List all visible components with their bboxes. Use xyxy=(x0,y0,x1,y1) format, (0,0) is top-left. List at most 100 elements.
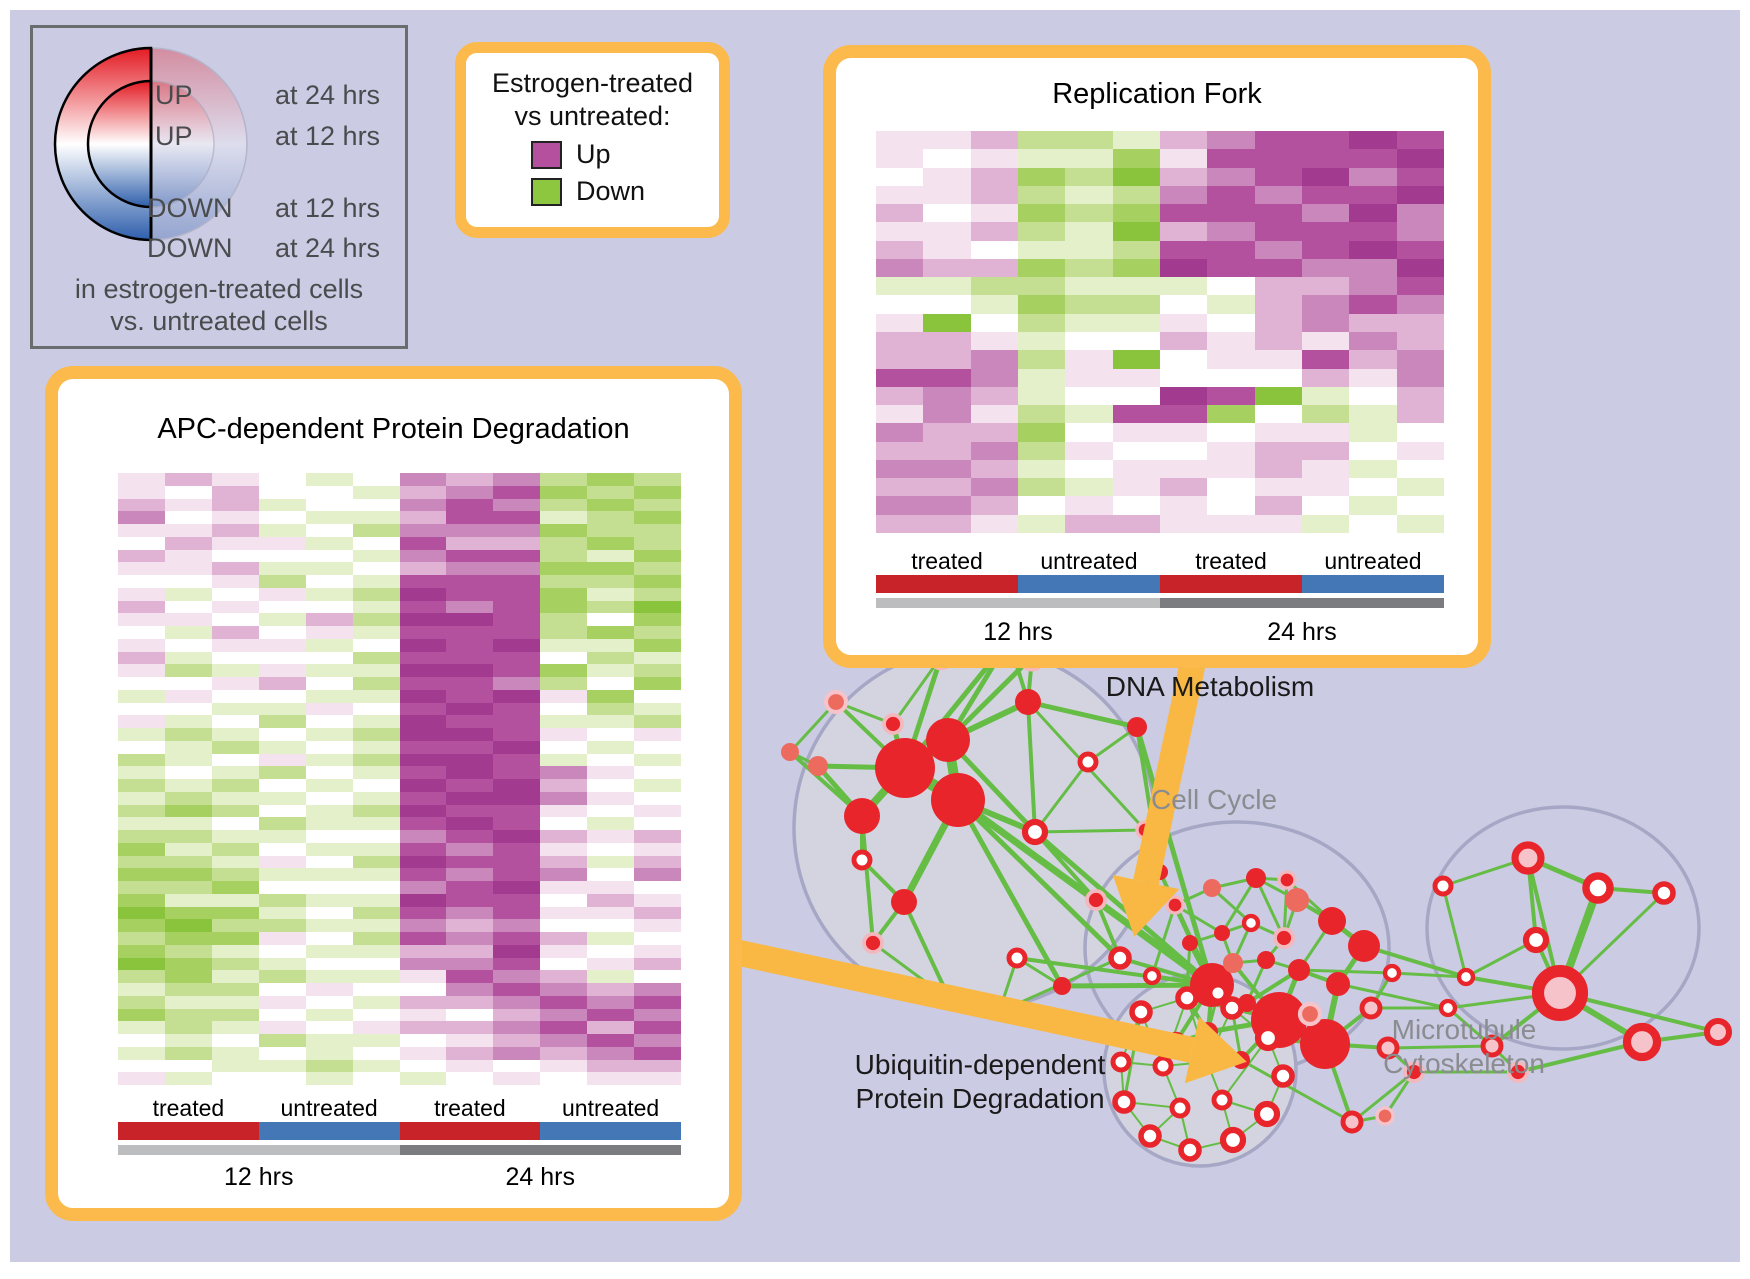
heatmap-cell xyxy=(258,932,306,945)
heatmap-cell xyxy=(305,740,353,754)
heatmap-cell xyxy=(211,817,259,830)
heatmap-cell xyxy=(1254,514,1302,533)
heatmap-cell xyxy=(1017,332,1066,351)
network-node xyxy=(1021,818,1049,846)
heatmap-cell xyxy=(587,740,635,754)
heatmap-cell xyxy=(923,514,971,533)
network-node xyxy=(1382,963,1402,983)
heatmap-cell xyxy=(118,753,165,767)
heatmap-cell xyxy=(164,804,212,818)
heatmap-cell xyxy=(634,906,681,920)
heatmap-cell xyxy=(587,600,635,614)
heatmap-cell xyxy=(1254,149,1302,168)
heatmap-cell xyxy=(305,995,353,1009)
heatmap-cell xyxy=(540,1008,588,1022)
heatmap-cell xyxy=(587,664,635,677)
heatmap-cell xyxy=(634,677,681,690)
network-node xyxy=(1142,966,1162,986)
heatmap-cell xyxy=(970,313,1018,332)
heatmap-cell xyxy=(1254,204,1302,223)
heatmap-cell xyxy=(1396,295,1444,314)
heatmap-cell xyxy=(634,855,681,869)
heatmap-cell xyxy=(1017,258,1066,278)
heatmap-cell xyxy=(876,459,924,479)
heatmap-cell xyxy=(446,536,494,550)
heatmap-cell xyxy=(970,332,1018,351)
heatmap-cell xyxy=(1349,167,1397,186)
heatmap-cell xyxy=(399,1072,447,1085)
heatmap-cell xyxy=(399,804,447,818)
time-label: 12 hrs xyxy=(983,618,1053,646)
group-label-untreated: untreated xyxy=(1040,548,1138,574)
heatmap-cell xyxy=(970,459,1018,479)
heatmap-cell xyxy=(493,575,541,588)
heatmap-cell xyxy=(399,587,447,601)
heatmap-cell xyxy=(1159,405,1208,424)
heatmap-cell xyxy=(258,562,306,575)
heatmap-cell xyxy=(118,626,165,639)
network-node xyxy=(823,689,849,715)
heatmap-cell xyxy=(211,881,259,894)
heatmap-cell xyxy=(1349,423,1397,442)
heatmap-cell xyxy=(1207,277,1255,296)
heatmap-cell xyxy=(118,830,165,843)
network-node xyxy=(1622,1022,1662,1062)
cluster-label-dna: DNA Metabolism xyxy=(1106,670,1315,704)
heatmap-cell xyxy=(352,868,400,881)
network-node xyxy=(1220,996,1244,1020)
cluster-label-ubiquitin: Ubiquitin-dependent Protein Degradation xyxy=(855,1048,1106,1116)
heatmap-cell xyxy=(399,1008,447,1022)
heatmap-cell xyxy=(211,626,259,639)
heatmap-cell xyxy=(970,222,1018,241)
heatmap-cell xyxy=(1017,386,1066,406)
heatmap-cell xyxy=(1065,149,1113,168)
network-edge xyxy=(891,656,943,725)
heatmap-cell xyxy=(1301,350,1350,369)
heatmap-cell xyxy=(1017,149,1066,168)
treated-bar-segment xyxy=(399,1122,541,1140)
heatmap-cell xyxy=(587,766,635,779)
heatmap-cell xyxy=(540,970,588,983)
heatmap-cell xyxy=(399,753,447,767)
network-edge xyxy=(1298,968,1393,975)
heatmap-cell xyxy=(211,919,259,932)
heatmap-cell xyxy=(587,1046,635,1060)
heatmap-cell xyxy=(211,868,259,881)
heatmap-cell xyxy=(118,983,165,996)
heatmap-cell xyxy=(1017,277,1066,296)
heatmap-cell xyxy=(493,613,541,626)
heatmap-cell xyxy=(352,995,400,1009)
heatmap-cell xyxy=(164,740,212,754)
heatmap-cell xyxy=(446,575,494,588)
heatmap-cell xyxy=(1396,459,1444,479)
heatmap-cell xyxy=(1207,386,1255,406)
heatmap-cell xyxy=(1396,514,1444,533)
heatmap-cell xyxy=(876,131,924,150)
heatmap-cell xyxy=(1301,149,1350,168)
hrs24-bar-segment xyxy=(399,1145,681,1155)
heatmap-cell xyxy=(118,906,165,920)
network-node xyxy=(1085,889,1107,911)
network-node xyxy=(1138,1124,1162,1148)
heatmap-cell xyxy=(1017,350,1066,369)
heatmap-cell xyxy=(211,1034,259,1047)
heatmap-cell xyxy=(118,715,165,728)
heatmap-cell xyxy=(634,638,681,652)
heatmap-cell xyxy=(164,881,212,894)
network-edge xyxy=(1033,830,1214,987)
heatmap-cell xyxy=(587,753,635,767)
heatmap-cell xyxy=(1017,185,1066,205)
heatmap-cell xyxy=(118,536,165,550)
heatmap-cell xyxy=(540,1046,588,1060)
heatmap-cell xyxy=(352,1021,400,1034)
heatmap-cell xyxy=(305,562,353,575)
network-edge xyxy=(1027,699,1138,730)
heatmap-cell xyxy=(1159,350,1208,369)
network-node xyxy=(1507,1061,1529,1083)
heatmap-cell xyxy=(493,702,541,716)
heatmap-cell xyxy=(1301,496,1350,515)
heatmap-cell xyxy=(587,779,635,792)
heatmap-cell xyxy=(352,932,400,945)
network-node xyxy=(1108,946,1132,970)
heatmap-cell xyxy=(258,740,306,754)
